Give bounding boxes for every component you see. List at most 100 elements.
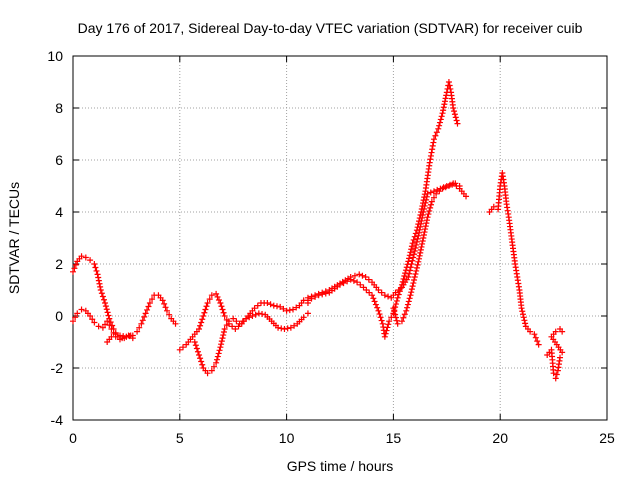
data-point: [427, 189, 434, 196]
data-point: [199, 361, 206, 368]
data-point: [107, 319, 114, 326]
data-point: [104, 309, 111, 316]
data-point: [440, 107, 447, 114]
data-point: [219, 335, 226, 342]
data-point: [430, 136, 437, 143]
data-point: [105, 312, 112, 319]
data-point: [217, 344, 224, 351]
data-point: [426, 207, 433, 214]
data-point: [441, 98, 448, 105]
x-tick-label: 0: [69, 430, 77, 446]
data-point: [136, 324, 143, 331]
data-point: [375, 307, 382, 314]
data-point: [162, 304, 169, 311]
data-point: [108, 333, 115, 340]
data-point: [411, 233, 418, 240]
data-point: [454, 120, 461, 127]
data-point: [172, 320, 179, 327]
data-point: [129, 332, 136, 339]
data-point: [255, 310, 262, 317]
data-point: [141, 313, 148, 320]
data-point: [72, 261, 79, 268]
data-point: [278, 325, 285, 332]
data-point: [97, 283, 104, 290]
data-point: [449, 181, 456, 188]
data-point: [416, 215, 423, 222]
data-point: [384, 324, 391, 331]
data-point: [432, 132, 439, 139]
data-point: [214, 353, 221, 360]
data-point: [102, 300, 109, 306]
data-point: [413, 238, 420, 245]
data-point: [166, 311, 173, 318]
data-point: [202, 306, 209, 313]
data-point: [423, 217, 430, 224]
data-point: [410, 280, 417, 287]
data-point: [430, 194, 437, 201]
data-point: [427, 201, 434, 208]
data-point: [350, 277, 357, 284]
data-point: [180, 344, 187, 351]
data-point: [417, 249, 424, 256]
data-point: [94, 271, 101, 278]
data-point: [99, 324, 106, 331]
data-point: [413, 267, 420, 274]
data-point: [139, 317, 146, 324]
data-marks: [70, 79, 566, 382]
data-point: [410, 236, 417, 243]
data-point: [252, 311, 259, 318]
data-point: [91, 319, 98, 326]
data-point: [344, 278, 351, 285]
data-point: [531, 331, 538, 338]
series-arc-c3: [390, 180, 463, 327]
data-point: [217, 300, 224, 306]
data-point: [149, 296, 156, 303]
data-point: [519, 311, 526, 318]
data-point: [112, 331, 119, 338]
data-point: [87, 257, 94, 264]
data-point: [391, 308, 398, 315]
data-point: [287, 324, 294, 331]
data-point: [312, 293, 319, 300]
data-point: [213, 290, 220, 297]
data-point: [436, 122, 443, 129]
data-point: [522, 320, 529, 327]
data-point: [420, 235, 427, 241]
data-point: [463, 193, 470, 200]
data-point: [270, 302, 277, 309]
data-point: [362, 274, 369, 280]
data-point: [197, 322, 204, 329]
data-point: [116, 332, 123, 339]
data-point: [400, 275, 407, 282]
data-point: [96, 280, 103, 287]
data-point: [401, 273, 408, 280]
series-arc-a3: [104, 292, 179, 345]
data-point: [402, 270, 409, 277]
data-point: [429, 142, 436, 149]
data-point: [411, 274, 418, 280]
y-tick-label: -2: [51, 360, 64, 376]
data-point: [416, 218, 423, 225]
data-point: [218, 341, 225, 348]
data-point: [414, 224, 421, 231]
data-point: [378, 317, 385, 324]
data-point: [535, 341, 542, 348]
data-point: [95, 274, 102, 281]
data-point: [365, 276, 372, 283]
data-point: [203, 303, 210, 310]
data-point: [426, 159, 433, 166]
data-point: [453, 117, 460, 124]
data-point: [103, 306, 110, 313]
data-point: [420, 232, 427, 239]
data-point: [450, 105, 457, 111]
data-point: [415, 221, 422, 228]
data-point: [163, 307, 170, 314]
data-point: [398, 281, 405, 288]
data-point: [418, 243, 425, 250]
data-point: [393, 297, 400, 304]
data-point: [215, 296, 222, 303]
data-point: [392, 301, 399, 308]
data-point: [370, 295, 377, 302]
data-point: [204, 370, 211, 377]
data-point: [198, 319, 205, 326]
